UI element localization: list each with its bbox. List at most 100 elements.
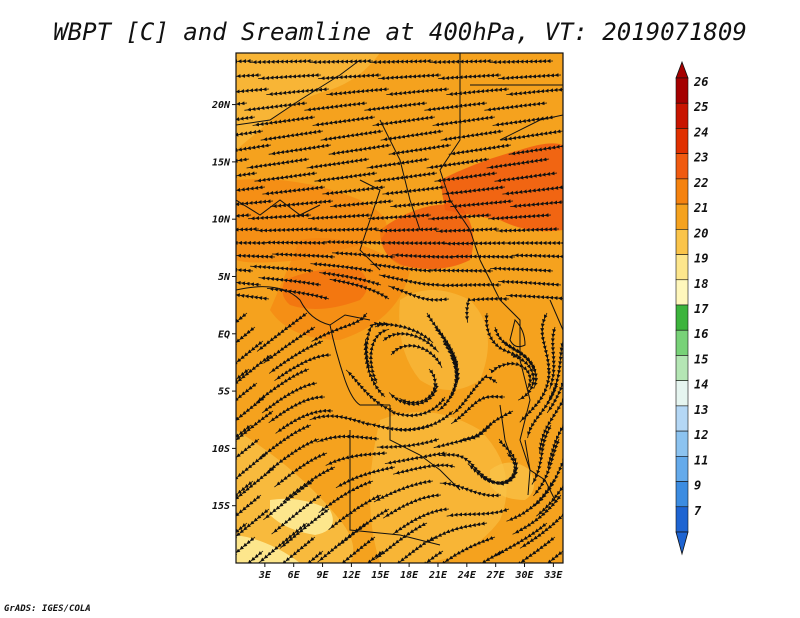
streamline <box>446 507 510 518</box>
lat-tick-label: 10S <box>212 444 230 455</box>
streamline <box>266 87 330 97</box>
lon-tick-label: 21E <box>428 570 448 581</box>
streamline <box>508 143 563 156</box>
streamline <box>378 274 442 287</box>
colorbar-segment <box>675 77 689 104</box>
colorbar-label: 23 <box>693 151 708 165</box>
lake-malawi <box>524 439 531 496</box>
streamline <box>236 265 254 273</box>
streamline <box>272 252 336 259</box>
colorbar-segment <box>675 178 689 205</box>
colorbar-label: 21 <box>693 201 708 215</box>
border-8 <box>349 430 441 546</box>
streamline <box>432 115 496 127</box>
border-9 <box>236 199 321 216</box>
colorbar-segment <box>675 430 689 457</box>
streamline <box>246 157 310 170</box>
country-borders <box>236 53 563 546</box>
lat-tick-label: 15S <box>212 501 230 512</box>
streamline <box>498 279 562 287</box>
lat-tick-label: 5S <box>218 387 230 398</box>
streamline <box>368 213 432 221</box>
colorbar-segment <box>675 203 689 230</box>
streamline <box>429 268 494 273</box>
streamline <box>373 479 434 503</box>
streamline <box>386 87 450 97</box>
streamline <box>264 240 328 245</box>
streamline <box>378 73 442 81</box>
colorbar-segment <box>675 355 689 381</box>
streamline <box>254 171 318 183</box>
streamline <box>320 129 384 142</box>
streamline <box>434 171 498 183</box>
streamline <box>332 251 396 259</box>
streamline <box>500 129 563 142</box>
colorbar-label: 15 <box>694 352 708 366</box>
colorbar-label: 13 <box>694 403 708 417</box>
colorbar-label: 16 <box>694 327 708 341</box>
streamline <box>364 101 428 112</box>
streamline <box>326 87 390 97</box>
streamline <box>374 171 438 183</box>
colorbar-segment <box>675 304 689 331</box>
streamline <box>236 536 256 563</box>
colorbar-label: 19 <box>694 252 708 266</box>
map-panel: 20N 15N 10N 5N EQ 5S 10S 15S 3E 6E 9E 12E 15E 18E 21E… <box>211 52 564 581</box>
streamline <box>498 73 562 81</box>
colorbar-segment <box>675 153 689 180</box>
streamline <box>366 157 430 170</box>
streamline <box>433 424 492 449</box>
border-4 <box>379 119 421 231</box>
streamline <box>439 481 502 498</box>
streamline <box>262 185 326 196</box>
lon-tick-label: 3E <box>258 570 272 581</box>
streamline <box>512 253 563 259</box>
streamline <box>382 185 446 196</box>
streamline <box>308 213 372 221</box>
lon-tick-label: 6E <box>288 570 301 581</box>
coastline-gulf <box>236 286 371 326</box>
streamline <box>489 59 554 65</box>
streamline <box>316 434 380 443</box>
streamline <box>236 143 272 156</box>
streamline <box>370 262 434 273</box>
streamline <box>330 199 394 208</box>
streamline <box>236 438 260 478</box>
streamline <box>382 493 442 519</box>
lon-tick-label: 30E <box>514 570 534 581</box>
streamline <box>395 550 444 563</box>
lat-tick-label: 15N <box>212 157 231 168</box>
streamline <box>236 424 252 464</box>
streamline <box>435 227 500 234</box>
longitude-axis: 3E 6E 9E 12E 15E 18E 21E 24E 27E 30E 33E <box>258 563 563 581</box>
streamline <box>438 73 502 81</box>
colorbar-segment <box>675 380 689 407</box>
streamline <box>314 171 378 183</box>
streamline <box>312 115 376 127</box>
streamline <box>450 199 514 209</box>
lat-tick-label: 20N <box>211 100 231 111</box>
streamline <box>375 227 440 233</box>
coastline-east <box>519 359 556 501</box>
lake-tanganyika <box>499 404 511 456</box>
streamline <box>506 293 563 301</box>
colorbar-label: 11 <box>694 453 708 467</box>
border-11 <box>499 114 563 141</box>
streamline <box>392 253 455 260</box>
colorbar-label: 17 <box>694 302 709 316</box>
colorbar-label: 14 <box>694 378 708 392</box>
colorbar-label: 9 <box>694 479 701 493</box>
streamline <box>502 185 563 196</box>
border-1 <box>236 59 361 126</box>
streamline <box>276 550 324 563</box>
streamline <box>384 451 448 465</box>
streamline <box>446 87 510 97</box>
streamline <box>376 437 440 450</box>
streamline <box>315 227 380 233</box>
colorbar-label: 7 <box>694 504 702 518</box>
lat-tick-label: 10N <box>212 215 231 226</box>
lon-tick-label: 24E <box>457 570 477 581</box>
colorbar-segment <box>675 128 689 154</box>
